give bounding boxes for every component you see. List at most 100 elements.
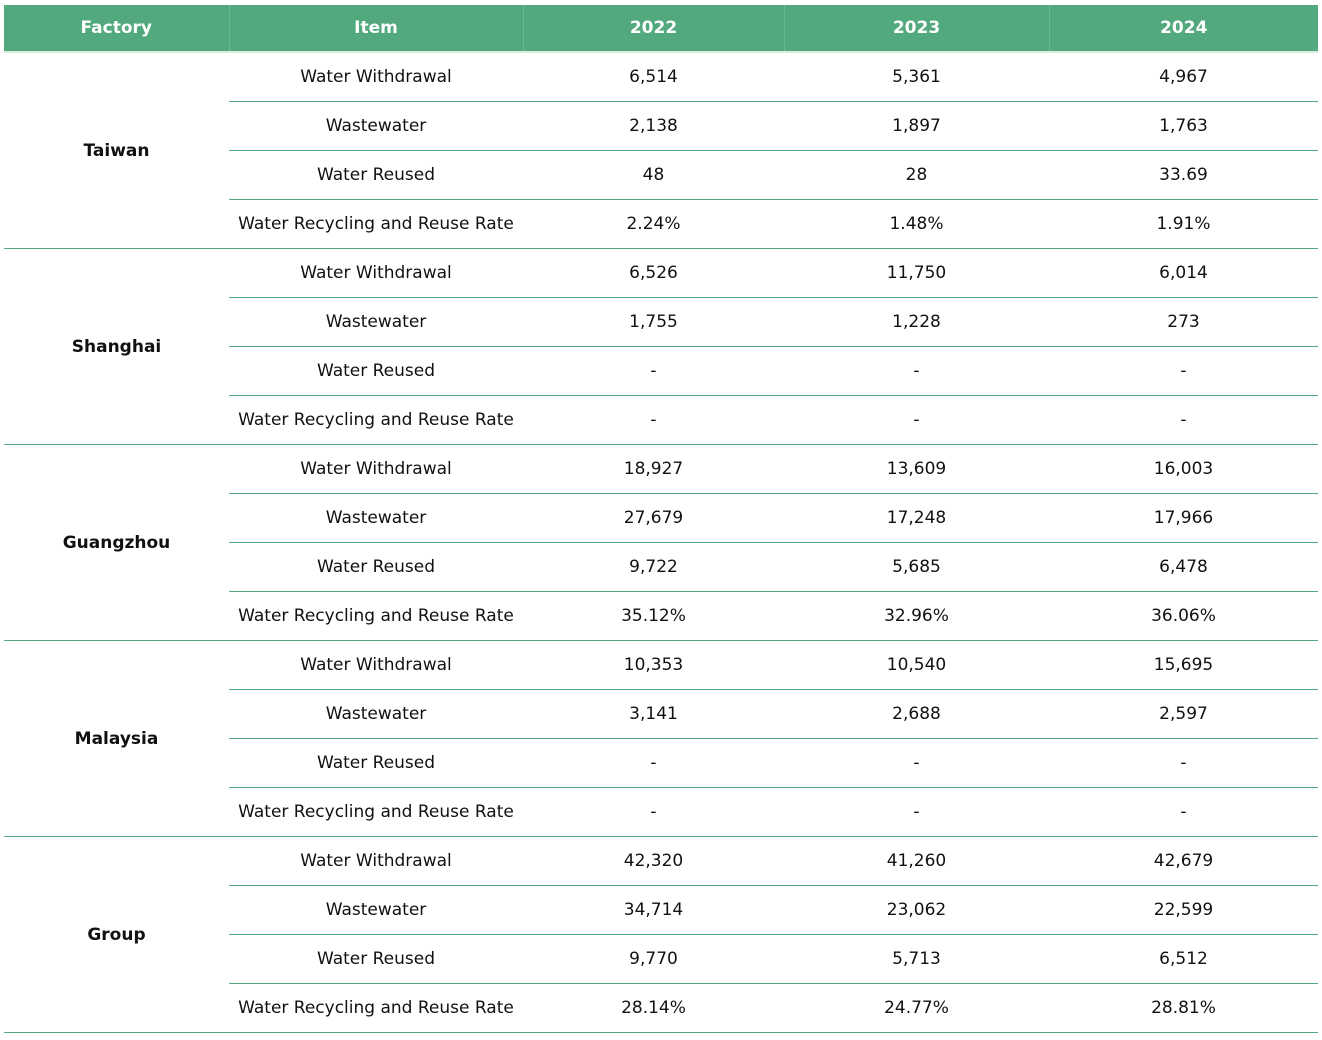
item-cell: Wastewater xyxy=(229,689,523,739)
value-cell: - xyxy=(784,346,1049,396)
item-cell: Water Withdrawal xyxy=(229,640,523,690)
value-cell: 22,599 xyxy=(1049,885,1318,935)
value-cell: 15,695 xyxy=(1049,640,1318,690)
table-row: Guangzhou Water Withdrawal 18,927 13,609 16,… xyxy=(4,444,1318,641)
table-row: Water Recycling and Reuse Rate 28.14% 24.7… xyxy=(4,983,1318,1033)
value-cell: 6,478 xyxy=(1049,542,1318,592)
table-row: Wastewater 1,755 1,228 273 xyxy=(4,297,1318,347)
header-cell: Factory xyxy=(4,5,229,53)
item-cell: Water Recycling and Reuse Rate xyxy=(229,591,523,641)
value-cell: 42,320 xyxy=(523,836,784,886)
value-cell: 27,679 xyxy=(523,493,784,543)
table-row: Wastewater 34,714 23,062 22,599 xyxy=(4,885,1318,935)
water-table: Factory Item 2022 2023 2024 Taiwan Water With… xyxy=(4,5,1318,1033)
item-cell: Water Withdrawal xyxy=(229,248,523,298)
value-cell: 11,750 xyxy=(784,248,1049,298)
item-cell: Water Reused xyxy=(229,738,523,788)
value-cell: 5,361 xyxy=(784,52,1049,102)
value-cell: 4,967 xyxy=(1049,52,1318,102)
value-cell: - xyxy=(523,395,784,445)
table-row: Group Water Withdrawal 42,320 41,260 42,679 xyxy=(4,836,1318,1033)
value-cell: 28.81% xyxy=(1049,983,1318,1033)
value-cell: 42,679 xyxy=(1049,836,1318,886)
item-cell: Water Withdrawal xyxy=(229,444,523,494)
item-cell: Wastewater xyxy=(229,493,523,543)
table-body: Taiwan Water Withdrawal 6,514 5,361 4,967 Was… xyxy=(4,52,1318,1033)
value-cell: 17,966 xyxy=(1049,493,1318,543)
value-cell: 17,248 xyxy=(784,493,1049,543)
item-cell: Water Withdrawal xyxy=(229,836,523,886)
value-cell: 1,897 xyxy=(784,101,1049,151)
value-cell: 34,714 xyxy=(523,885,784,935)
value-cell: 5,685 xyxy=(784,542,1049,592)
header-cell: 2022 xyxy=(522,5,784,53)
value-cell: 33.69 xyxy=(1049,150,1318,200)
table-row: Water Recycling and Reuse Rate 2.24% 1.48%… xyxy=(4,199,1318,249)
value-cell: - xyxy=(784,738,1049,788)
table-row: Water Recycling and Reuse Rate - - - xyxy=(4,395,1318,445)
value-cell: 9,770 xyxy=(523,934,784,984)
value-cell: 273 xyxy=(1049,297,1318,347)
header-cell: 2024 xyxy=(1048,5,1318,53)
value-cell: 3,141 xyxy=(523,689,784,739)
value-cell: 23,062 xyxy=(784,885,1049,935)
item-cell: Wastewater xyxy=(229,885,523,935)
value-cell: 28.14% xyxy=(523,983,784,1033)
factory-cell: Malaysia xyxy=(4,640,229,837)
factory-cell: Shanghai xyxy=(4,248,229,445)
value-cell: 32.96% xyxy=(784,591,1049,641)
item-cell: Water Reused xyxy=(229,346,523,396)
value-cell: 6,512 xyxy=(1049,934,1318,984)
value-cell: 28 xyxy=(784,150,1049,200)
value-cell: 1.91% xyxy=(1049,199,1318,249)
table-row: Shanghai Water Withdrawal 6,526 11,750 6,014 xyxy=(4,248,1318,445)
item-cell: Water Recycling and Reuse Rate xyxy=(229,787,523,837)
value-cell: 1,755 xyxy=(523,297,784,347)
item-cell: Water Reused xyxy=(229,934,523,984)
item-cell: Water Reused xyxy=(229,150,523,200)
item-cell: Wastewater xyxy=(229,297,523,347)
header-cell: Item xyxy=(228,5,523,53)
value-cell: 10,540 xyxy=(784,640,1049,690)
value-cell: 36.06% xyxy=(1049,591,1318,641)
value-cell: 6,014 xyxy=(1049,248,1318,298)
value-cell: 24.77% xyxy=(784,983,1049,1033)
value-cell: - xyxy=(523,787,784,837)
value-cell: 1.48% xyxy=(784,199,1049,249)
table-row: Water Recycling and Reuse Rate - - - xyxy=(4,787,1318,837)
table-row: Water Reused - - - xyxy=(4,738,1318,788)
table-row: Wastewater 3,141 2,688 2,597 xyxy=(4,689,1318,739)
item-cell: Water Withdrawal xyxy=(229,52,523,102)
value-cell: 13,609 xyxy=(784,444,1049,494)
value-cell: - xyxy=(784,787,1049,837)
value-cell: 18,927 xyxy=(523,444,784,494)
value-cell: - xyxy=(1049,395,1318,445)
value-cell: 6,514 xyxy=(523,52,784,102)
value-cell: 41,260 xyxy=(784,836,1049,886)
factory-cell: Group xyxy=(4,836,229,1033)
value-cell: 48 xyxy=(523,150,784,200)
value-cell: 2,597 xyxy=(1049,689,1318,739)
value-cell: 10,353 xyxy=(523,640,784,690)
value-cell: 9,722 xyxy=(523,542,784,592)
header-cell: 2023 xyxy=(783,5,1049,53)
table-row: Malaysia Water Withdrawal 10,353 10,540 15,6… xyxy=(4,640,1318,837)
value-cell: 16,003 xyxy=(1049,444,1318,494)
value-cell: - xyxy=(1049,738,1318,788)
value-cell: 1,763 xyxy=(1049,101,1318,151)
item-cell: Water Recycling and Reuse Rate xyxy=(229,395,523,445)
header-row: Factory Item 2022 2023 2024 xyxy=(4,5,1318,53)
factory-cell: Guangzhou xyxy=(4,444,229,641)
value-cell: 2,688 xyxy=(784,689,1049,739)
item-cell: Water Recycling and Reuse Rate xyxy=(229,199,523,249)
table-row: Water Reused 48 28 33.69 xyxy=(4,150,1318,200)
table-row: Water Reused - - - xyxy=(4,346,1318,396)
value-cell: 2.24% xyxy=(523,199,784,249)
value-cell: - xyxy=(1049,346,1318,396)
table-row: Taiwan Water Withdrawal 6,514 5,361 4,967 xyxy=(4,52,1318,249)
table-row: Water Recycling and Reuse Rate 35.12% 32.9… xyxy=(4,591,1318,641)
value-cell: - xyxy=(1049,787,1318,837)
value-cell: 1,228 xyxy=(784,297,1049,347)
value-cell: - xyxy=(523,346,784,396)
